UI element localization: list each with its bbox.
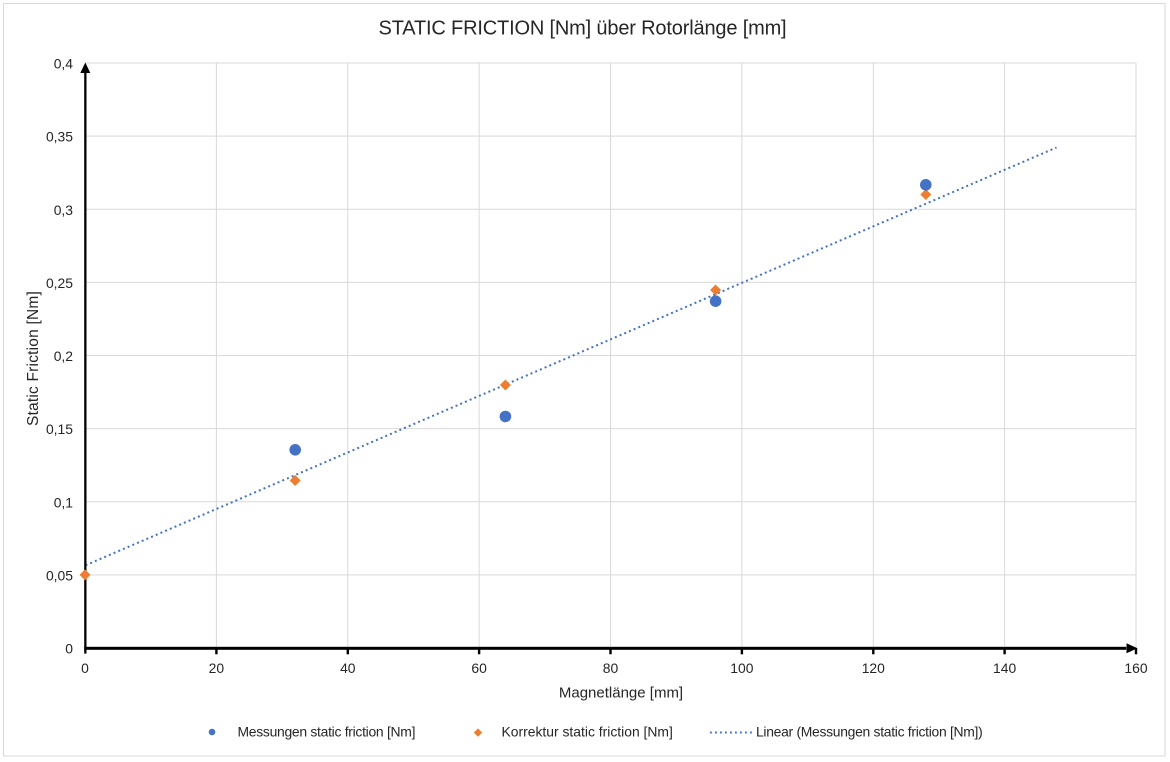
svg-text:0,2: 0,2 bbox=[54, 348, 74, 364]
svg-text:0,05: 0,05 bbox=[46, 567, 73, 583]
svg-text:Korrektur static friction [Nm]: Korrektur static friction [Nm] bbox=[502, 724, 673, 740]
svg-text:120: 120 bbox=[862, 660, 885, 676]
svg-text:Messungen static friction [Nm]: Messungen static friction [Nm] bbox=[238, 724, 416, 740]
svg-text:40: 40 bbox=[340, 660, 356, 676]
svg-text:160: 160 bbox=[1124, 660, 1147, 676]
svg-text:0,4: 0,4 bbox=[54, 56, 74, 72]
svg-text:0,1: 0,1 bbox=[54, 494, 74, 510]
svg-text:140: 140 bbox=[993, 660, 1016, 676]
svg-text:60: 60 bbox=[471, 660, 487, 676]
svg-text:0,35: 0,35 bbox=[46, 129, 73, 145]
svg-text:100: 100 bbox=[730, 660, 753, 676]
svg-text:0,25: 0,25 bbox=[46, 275, 73, 291]
svg-text:0,3: 0,3 bbox=[54, 202, 74, 218]
svg-text:0: 0 bbox=[81, 660, 89, 676]
svg-text:80: 80 bbox=[603, 660, 619, 676]
svg-text:STATIC FRICTION [Nm] über Roto: STATIC FRICTION [Nm] über Rotorlänge [mm… bbox=[379, 18, 787, 40]
svg-text:Linear (Messungen static frict: Linear (Messungen static friction [Nm]) bbox=[756, 724, 982, 740]
svg-text:20: 20 bbox=[209, 660, 225, 676]
svg-text:0,15: 0,15 bbox=[46, 421, 73, 437]
svg-text:Static Friction [Nm]: Static Friction [Nm] bbox=[25, 291, 42, 426]
svg-text:Magnetlänge [mm]: Magnetlänge [mm] bbox=[559, 685, 683, 702]
svg-text:0: 0 bbox=[65, 641, 73, 657]
